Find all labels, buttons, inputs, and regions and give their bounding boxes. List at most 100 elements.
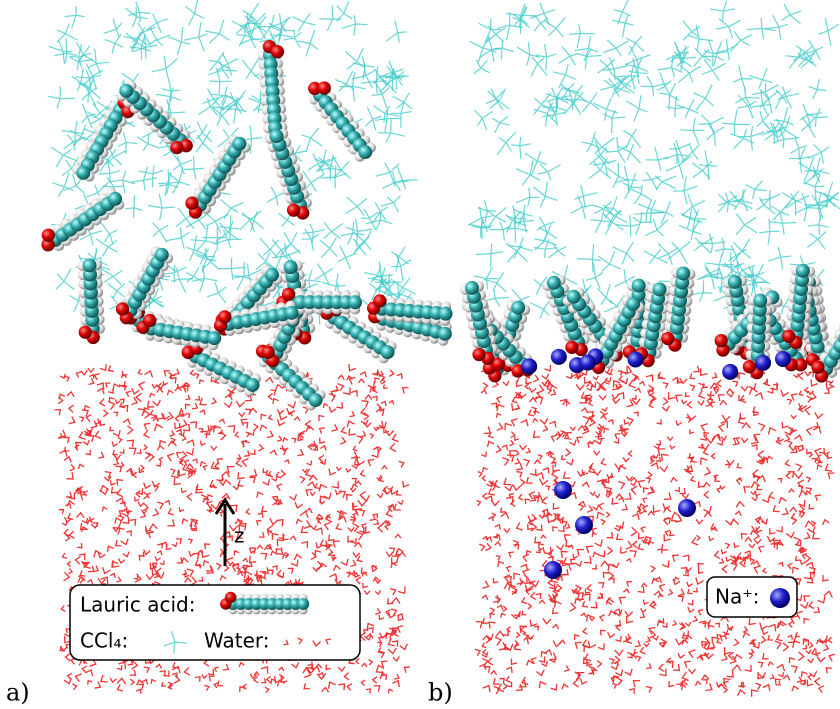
water-molecule: [651, 566, 655, 572]
water-molecule: [239, 413, 245, 417]
water-molecule: [546, 486, 550, 490]
water-molecule: [356, 659, 359, 664]
water-molecule: [660, 466, 668, 472]
ccl4-molecule: [730, 31, 752, 52]
water-molecule: [164, 371, 170, 377]
ccl4-molecule: [623, 129, 640, 149]
water-molecule: [495, 542, 501, 546]
water-molecule: [573, 679, 578, 687]
water-molecule: [819, 686, 824, 693]
ccl4-molecule: [546, 87, 569, 108]
carbon-atom: [119, 84, 133, 98]
ccl4-molecule: [666, 41, 689, 64]
water-molecule: [160, 561, 164, 565]
ccl4-molecule: [752, 83, 779, 100]
water-molecule: [624, 420, 629, 425]
water-molecule: [536, 594, 541, 599]
oxygen-atom: [79, 326, 92, 339]
water-molecule: [209, 676, 214, 681]
water-molecule: [533, 419, 538, 423]
water-molecule: [268, 393, 272, 400]
ccl4-molecule: [702, 59, 726, 80]
water-molecule: [737, 463, 742, 468]
carbon-atom: [269, 129, 283, 143]
ccl4-molecule: [148, 27, 171, 46]
water-molecule: [153, 400, 161, 406]
carbon-atom: [439, 307, 453, 321]
ccl4-molecule: [782, 4, 802, 24]
water-molecule: [755, 491, 760, 496]
water-molecule: [501, 613, 506, 617]
water-molecule: [389, 370, 394, 377]
panel-label: b): [428, 679, 453, 707]
water-molecule: [267, 677, 271, 683]
ccl4-molecule: [48, 86, 76, 108]
water-molecule: [360, 470, 365, 476]
ccl4-molecule: [335, 71, 354, 91]
water-molecule: [67, 392, 74, 397]
water-molecule: [223, 664, 229, 670]
water-molecule: [529, 410, 534, 416]
water-molecule: [364, 635, 371, 640]
water-molecule: [711, 453, 715, 459]
water-molecule: [351, 451, 357, 458]
water-molecule: [773, 384, 778, 388]
water-molecule: [261, 678, 265, 682]
sodium-ion: [554, 481, 572, 499]
water-molecule: [346, 572, 350, 577]
water-molecule: [799, 391, 803, 396]
water-molecule: [478, 472, 482, 477]
water-molecule: [69, 417, 75, 424]
water-molecule: [215, 667, 219, 672]
water-molecule: [360, 372, 366, 377]
ccl4-molecule: [679, 220, 702, 240]
carbon-atom: [728, 275, 742, 289]
ccl4-molecule: [516, 187, 539, 206]
water-molecule: [685, 392, 689, 396]
water-molecule: [220, 576, 226, 581]
ccl4-molecule: [342, 15, 368, 35]
water-molecule: [531, 592, 536, 599]
water-molecule: [520, 445, 527, 450]
water-molecule: [685, 622, 691, 626]
water-molecule: [263, 479, 270, 485]
water-molecule: [126, 391, 131, 397]
ccl4-molecule: [800, 104, 822, 128]
water-molecule: [826, 668, 832, 674]
water-molecule: [347, 421, 354, 427]
water-molecule: [699, 569, 704, 573]
water-molecule: [103, 567, 111, 573]
water-molecule: [250, 556, 257, 563]
ccl4-molecule: [733, 65, 753, 91]
ccl4-molecule: [365, 107, 381, 130]
water-molecule: [759, 546, 764, 552]
water-molecule: [737, 478, 742, 484]
water-molecule: [127, 440, 134, 447]
water-molecule: [726, 518, 734, 524]
ccl4-molecule: [803, 40, 823, 60]
water-molecule: [662, 544, 668, 550]
water-molecule: [67, 501, 74, 507]
water-molecule: [812, 459, 816, 463]
water-molecule: [805, 406, 811, 415]
water-molecule: [786, 473, 790, 479]
ccl4-molecule: [652, 201, 673, 224]
water-molecule: [270, 518, 279, 524]
water-molecule: [522, 597, 527, 603]
ccl4-molecule: [185, 0, 204, 25]
water-molecule: [485, 543, 490, 550]
water-molecule: [66, 472, 73, 479]
water-molecule: [635, 388, 641, 392]
water-molecule: [693, 366, 699, 372]
water-molecule: [91, 421, 97, 428]
water-molecule: [110, 678, 116, 682]
ccl4-molecule: [746, 181, 768, 199]
water-molecule: [599, 503, 604, 509]
water-molecule: [690, 385, 695, 391]
water-molecule: [270, 450, 277, 455]
water-molecule: [553, 641, 562, 647]
water-molecule: [739, 373, 745, 380]
water-molecule: [404, 667, 410, 673]
water-molecule: [121, 539, 129, 545]
